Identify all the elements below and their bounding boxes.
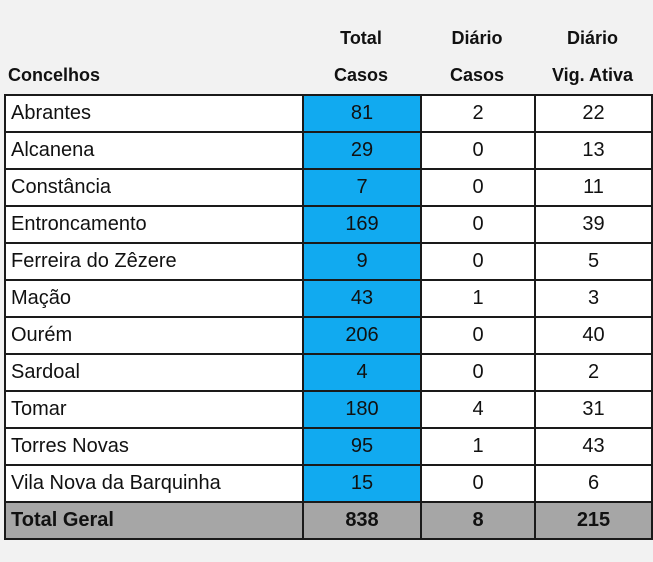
daily-active-surveillance: 40 bbox=[534, 316, 653, 355]
concelho-name: Ourém bbox=[4, 316, 304, 355]
header-vig-line1: Diário bbox=[566, 28, 618, 48]
daily-cases: 1 bbox=[420, 279, 536, 318]
table-row: Abrantes 81 2 22 bbox=[4, 94, 653, 133]
daily-active-surveillance: 22 bbox=[534, 94, 653, 133]
header-diario-line2: Casos bbox=[449, 65, 505, 85]
daily-cases: 0 bbox=[420, 242, 536, 281]
total-cases: 29 bbox=[302, 131, 422, 170]
header-total-line1: Total bbox=[340, 28, 382, 48]
header-concelhos-label: Concelhos bbox=[8, 65, 101, 85]
header-concelhos: Concelhos bbox=[8, 0, 300, 94]
concelho-name: Tomar bbox=[4, 390, 304, 429]
daily-cases: 1 bbox=[420, 427, 536, 466]
daily-cases: 0 bbox=[420, 205, 536, 244]
total-cases: 180 bbox=[302, 390, 422, 429]
daily-active-surveillance: 2 bbox=[534, 353, 653, 392]
daily-cases: 0 bbox=[420, 316, 536, 355]
totals-label: Total Geral bbox=[4, 501, 304, 540]
concelho-name: Torres Novas bbox=[4, 427, 304, 466]
concelho-name: Vila Nova da Barquinha bbox=[4, 464, 304, 503]
concelho-name: Constância bbox=[4, 168, 304, 207]
header-diario-casos: Diário Casos bbox=[420, 0, 534, 94]
daily-active-surveillance: 11 bbox=[534, 168, 653, 207]
totals-daily-cases: 8 bbox=[420, 501, 536, 540]
table-row: Alcanena 29 0 13 bbox=[4, 131, 653, 170]
header-total-casos: Total Casos bbox=[302, 0, 420, 94]
table-row: Ourém 206 0 40 bbox=[4, 316, 653, 355]
totals-row: Total Geral 838 8 215 bbox=[4, 501, 653, 540]
header-diario-line1: Diário bbox=[451, 28, 503, 48]
total-cases: 43 bbox=[302, 279, 422, 318]
total-cases: 4 bbox=[302, 353, 422, 392]
total-cases: 7 bbox=[302, 168, 422, 207]
daily-active-surveillance: 43 bbox=[534, 427, 653, 466]
total-cases: 81 bbox=[302, 94, 422, 133]
daily-cases: 4 bbox=[420, 390, 536, 429]
table-row: Vila Nova da Barquinha 15 0 6 bbox=[4, 464, 653, 503]
table-row: Sardoal 4 0 2 bbox=[4, 353, 653, 392]
header-vig-line2: Vig. Ativa bbox=[551, 65, 634, 85]
totals-daily-active-surveillance: 215 bbox=[534, 501, 653, 540]
daily-active-surveillance: 5 bbox=[534, 242, 653, 281]
daily-active-surveillance: 13 bbox=[534, 131, 653, 170]
daily-cases: 0 bbox=[420, 131, 536, 170]
daily-cases: 0 bbox=[420, 353, 536, 392]
daily-active-surveillance: 31 bbox=[534, 390, 653, 429]
daily-active-surveillance: 39 bbox=[534, 205, 653, 244]
daily-cases: 2 bbox=[420, 94, 536, 133]
cases-table: Abrantes 81 2 22 Alcanena 29 0 13 Constâ… bbox=[4, 94, 653, 540]
table-row: Mação 43 1 3 bbox=[4, 279, 653, 318]
daily-active-surveillance: 6 bbox=[534, 464, 653, 503]
table-row: Constância 7 0 11 bbox=[4, 168, 653, 207]
table-row: Ferreira do Zêzere 9 0 5 bbox=[4, 242, 653, 281]
total-cases: 206 bbox=[302, 316, 422, 355]
total-cases: 15 bbox=[302, 464, 422, 503]
table-row: Torres Novas 95 1 43 bbox=[4, 427, 653, 466]
daily-active-surveillance: 3 bbox=[534, 279, 653, 318]
table-header: Concelhos Total Casos Diário Casos Diári… bbox=[0, 0, 653, 94]
table-row: Tomar 180 4 31 bbox=[4, 390, 653, 429]
concelho-name: Entroncamento bbox=[4, 205, 304, 244]
concelho-name: Sardoal bbox=[4, 353, 304, 392]
daily-cases: 0 bbox=[420, 168, 536, 207]
header-total-line2: Casos bbox=[333, 65, 389, 85]
total-cases: 169 bbox=[302, 205, 422, 244]
daily-cases: 0 bbox=[420, 464, 536, 503]
concelho-name: Mação bbox=[4, 279, 304, 318]
total-cases: 9 bbox=[302, 242, 422, 281]
totals-total-cases: 838 bbox=[302, 501, 422, 540]
concelho-name: Ferreira do Zêzere bbox=[4, 242, 304, 281]
concelho-name: Alcanena bbox=[4, 131, 304, 170]
concelho-name: Abrantes bbox=[4, 94, 304, 133]
total-cases: 95 bbox=[302, 427, 422, 466]
table-row: Entroncamento 169 0 39 bbox=[4, 205, 653, 244]
header-diario-vig-ativa: Diário Vig. Ativa bbox=[534, 0, 651, 94]
